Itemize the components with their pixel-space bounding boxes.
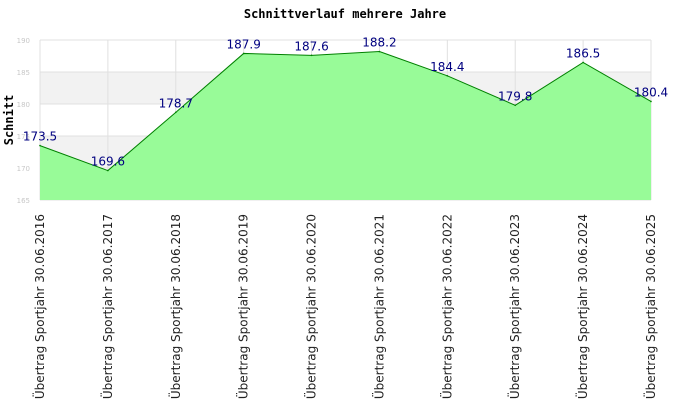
data-label: 179.8	[498, 89, 532, 103]
data-point	[39, 144, 41, 147]
x-tick-label: Übertrag Sportjahr 30.06.2017	[99, 214, 115, 399]
data-point	[446, 75, 449, 77]
x-tick-label: Übertrag Sportjahr 30.06.2016	[31, 214, 47, 399]
data-label: 187.9	[226, 37, 260, 51]
y-tick-label: 190	[17, 37, 30, 45]
chart-title: Schnittverlauf mehrere Jahre	[244, 7, 446, 21]
area-series	[39, 50, 652, 200]
area-fill	[40, 51, 651, 200]
data-point	[650, 100, 652, 103]
data-point	[107, 169, 109, 172]
y-tick-label: 185	[17, 69, 30, 77]
data-label: 180.4	[634, 85, 668, 99]
y-axis-ticks: 165 170 175 180 185 190	[17, 37, 30, 205]
data-point	[242, 52, 245, 55]
data-label: 184.4	[430, 60, 464, 74]
data-label: 178.7	[159, 96, 193, 110]
x-tick-label: Übertrag Sportjahr 30.06.2025	[642, 214, 658, 399]
y-axis-label: Schnitt	[2, 95, 16, 146]
x-tick-label: Übertrag Sportjahr 30.06.2018	[167, 214, 183, 399]
x-axis-ticks: Übertrag Sportjahr 30.06.2016 Übertrag Sp…	[31, 214, 658, 399]
data-label: 188.2	[362, 36, 396, 50]
x-tick-label: Übertrag Sportjahr 30.06.2020	[303, 214, 319, 399]
y-tick-label: 165	[17, 197, 30, 205]
data-point	[378, 50, 381, 53]
data-point	[582, 61, 584, 64]
data-label: 169.6	[91, 155, 125, 169]
y-tick-label: 175	[17, 133, 30, 141]
data-label: 173.5	[23, 130, 57, 144]
x-tick-label: Übertrag Sportjahr 30.06.2021	[370, 214, 386, 399]
x-tick-label: Übertrag Sportjahr 30.06.2022	[438, 214, 454, 399]
data-point	[310, 54, 313, 57]
data-label: 186.5	[566, 46, 600, 60]
x-tick-label: Übertrag Sportjahr 30.06.2023	[506, 214, 522, 399]
data-label: 187.6	[294, 39, 328, 53]
data-point	[174, 111, 177, 114]
series-line	[39, 51, 652, 172]
x-tick-label: Übertrag Sportjahr 30.06.2019	[235, 214, 251, 399]
x-tick-label: Übertrag Sportjahr 30.06.2024	[574, 214, 590, 399]
data-point	[514, 104, 517, 107]
y-tick-label: 170	[17, 165, 30, 173]
y-tick-label: 180	[17, 101, 30, 109]
data-labels: 173.5 169.6 178.7 187.9 187.6 188.2 184.4 179.8…	[23, 36, 668, 169]
